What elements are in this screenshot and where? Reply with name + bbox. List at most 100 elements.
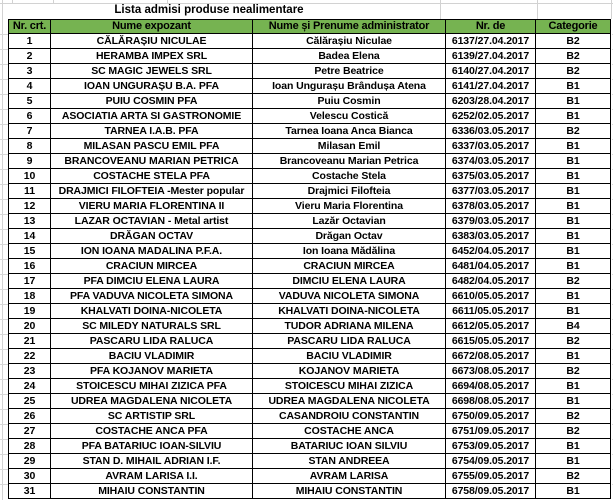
expozant-cell[interactable]: VIERU MARIA FLORENTINA II [51,199,253,214]
row-number-cell[interactable]: 17 [8,274,51,289]
category-cell[interactable]: B1 [536,139,611,154]
registration-number-cell[interactable]: 6758/09.05.2017 [446,484,536,499]
registration-number-cell[interactable]: 6140/27.04.2017 [446,64,536,79]
registration-number-cell[interactable]: 6615/05.05.2017 [446,334,536,349]
registration-number-cell[interactable]: 6754/09.05.2017 [446,454,536,469]
expozant-cell[interactable]: COSTACHE ANCA PFA [51,424,253,439]
registration-number-cell[interactable]: 6610/05.05.2017 [446,289,536,304]
registration-number-cell[interactable]: 6139/27.04.2017 [446,49,536,64]
category-cell[interactable]: B1 [536,379,611,394]
registration-number-cell[interactable]: 6379/03.05.2017 [446,214,536,229]
row-number-cell[interactable]: 5 [8,94,51,109]
row-number-cell[interactable]: 23 [8,364,51,379]
registration-number-cell[interactable]: 6337/03.05.2017 [446,139,536,154]
administrator-cell[interactable]: Badea Elena [253,49,446,64]
administrator-cell[interactable]: VADUVA NICOLETA SIMONA [253,289,446,304]
category-cell[interactable]: B2 [536,469,611,484]
administrator-cell[interactable]: Călărașiu Niculae [253,34,446,49]
category-cell[interactable]: B1 [536,79,611,94]
administrator-cell[interactable]: Drajmici Filofteia [253,184,446,199]
administrator-cell[interactable]: AVRAM LARISA [253,469,446,484]
registration-number-cell[interactable]: 6750/09.05.2017 [446,409,536,424]
expozant-cell[interactable]: CRACIUN MIRCEA [51,259,253,274]
registration-number-cell[interactable]: 6672/08.05.2017 [446,349,536,364]
row-number-cell[interactable]: 19 [8,304,51,319]
administrator-cell[interactable]: Tarnea Ioana Anca Bianca [253,124,446,139]
expozant-cell[interactable]: IOAN UNGURAȘU B.A. PFA [51,79,253,94]
expozant-cell[interactable]: DRĂGAN OCTAV [51,229,253,244]
row-number-cell[interactable]: 14 [8,229,51,244]
registration-number-cell[interactable]: 6137/27.04.2017 [446,34,536,49]
row-number-cell[interactable]: 1 [8,34,51,49]
registration-number-cell[interactable]: 6452/04.05.2017 [446,244,536,259]
header-administrator[interactable]: Nume și Prenume administrator [253,19,446,34]
administrator-cell[interactable]: STOICESCU MIHAI ZIZICA [253,379,446,394]
category-cell[interactable]: B2 [536,124,611,139]
administrator-cell[interactable]: DIMCIU ELENA LAURA [253,274,446,289]
registration-number-cell[interactable]: 6482/04.05.2017 [446,274,536,289]
category-cell[interactable]: B1 [536,349,611,364]
expozant-cell[interactable]: PUIU COSMIN PFA [51,94,253,109]
administrator-cell[interactable]: Costache Stela [253,169,446,184]
registration-number-cell[interactable]: 6336/03.05.2017 [446,124,536,139]
row-number-cell[interactable]: 10 [8,169,51,184]
row-number-cell[interactable]: 21 [8,334,51,349]
registration-number-cell[interactable]: 6673/08.05.2017 [446,364,536,379]
expozant-cell[interactable]: MILASAN PASCU EMIL PFA [51,139,253,154]
row-number-cell[interactable]: 12 [8,199,51,214]
row-number-cell[interactable]: 6 [8,109,51,124]
expozant-cell[interactable]: BRANCOVEANU MARIAN PETRICA [51,154,253,169]
administrator-cell[interactable]: Lazăr Octavian [253,214,446,229]
category-cell[interactable]: B2 [536,424,611,439]
category-cell[interactable]: B2 [536,334,611,349]
registration-number-cell[interactable]: 6375/03.05.2017 [446,169,536,184]
expozant-cell[interactable]: TARNEA I.A.B. PFA [51,124,253,139]
expozant-cell[interactable]: SC MAGIC JEWELS SRL [51,64,253,79]
row-number-cell[interactable]: 9 [8,154,51,169]
administrator-cell[interactable]: CRACIUN MIRCEA [253,259,446,274]
registration-number-cell[interactable]: 6481/04.05.2017 [446,259,536,274]
expozant-cell[interactable]: MIHAIU CONSTANTIN [51,484,253,499]
row-number-cell[interactable]: 3 [8,64,51,79]
expozant-cell[interactable]: STAN D. MIHAIL ADRIAN I.F. [51,454,253,469]
header-expozant[interactable]: Nume expozant [51,19,253,34]
registration-number-cell[interactable]: 6141/27.04.2017 [446,79,536,94]
expozant-cell[interactable]: DRAJMICI FILOFTEIA -Mester popular [51,184,253,199]
expozant-cell[interactable]: CĂLĂRAȘIU NICULAE [51,34,253,49]
expozant-cell[interactable]: ION IOANA MADALINA P.F.A. [51,244,253,259]
category-cell[interactable]: B1 [536,394,611,409]
expozant-cell[interactable]: HERAMBA IMPEX SRL [51,49,253,64]
registration-number-cell[interactable]: 6378/03.05.2017 [446,199,536,214]
administrator-cell[interactable]: KOJANOV MARIETA [253,364,446,379]
registration-number-cell[interactable]: 6694/08.05.2017 [446,379,536,394]
header-nr-de[interactable]: Nr. de [446,19,536,34]
registration-number-cell[interactable]: 6698/08.05.2017 [446,394,536,409]
row-number-cell[interactable]: 16 [8,259,51,274]
expozant-cell[interactable]: PFA DIMCIU ELENA LAURA [51,274,253,289]
expozant-cell[interactable]: LAZAR OCTAVIAN - Metal artist [51,214,253,229]
registration-number-cell[interactable]: 6612/05.05.2017 [446,319,536,334]
administrator-cell[interactable]: Puiu Cosmin [253,94,446,109]
row-number-cell[interactable]: 11 [8,184,51,199]
category-cell[interactable]: B1 [536,109,611,124]
expozant-cell[interactable]: UDREA MAGDALENA NICOLETA [51,394,253,409]
row-number-cell[interactable]: 4 [8,79,51,94]
header-categorie[interactable]: Categorie [536,19,611,34]
expozant-cell[interactable]: AVRAM LARISA I.I. [51,469,253,484]
row-number-cell[interactable]: 7 [8,124,51,139]
administrator-cell[interactable]: Petre Beatrice [253,64,446,79]
category-cell[interactable]: B1 [536,214,611,229]
header-nr-crt[interactable]: Nr. crt. [8,19,51,34]
registration-number-cell[interactable]: 6751/09.05.2017 [446,424,536,439]
row-number-cell[interactable]: 27 [8,424,51,439]
row-number-cell[interactable]: 30 [8,469,51,484]
administrator-cell[interactable]: BATARIUC IOAN SILVIU [253,439,446,454]
row-number-cell[interactable]: 31 [8,484,51,499]
expozant-cell[interactable]: PFA VADUVA NICOLETA SIMONA [51,289,253,304]
administrator-cell[interactable]: KHALVATI DOINA-NICOLETA [253,304,446,319]
row-number-cell[interactable]: 13 [8,214,51,229]
administrator-cell[interactable]: Drăgan Octav [253,229,446,244]
administrator-cell[interactable]: Vieru Maria Florentina [253,199,446,214]
expozant-cell[interactable]: PFA BATARIUC IOAN-SILVIU [51,439,253,454]
registration-number-cell[interactable]: 6753/09.05.2017 [446,439,536,454]
